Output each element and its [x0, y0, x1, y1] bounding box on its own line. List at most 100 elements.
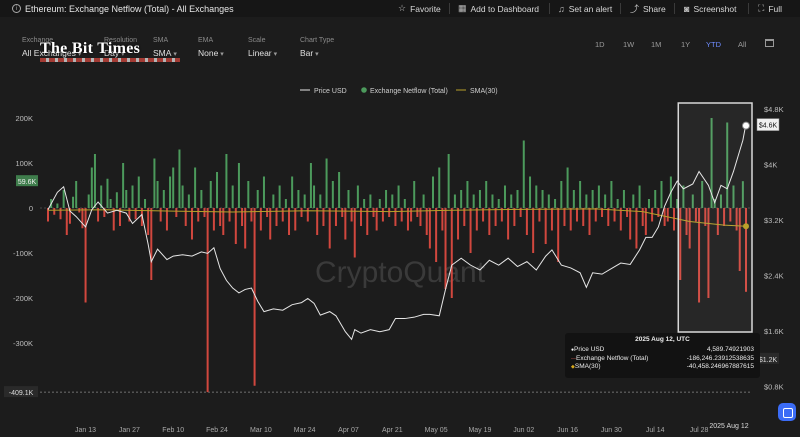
- sma-select[interactable]: SMA SMA: [153, 37, 177, 58]
- x-tick-label: Jun 16: [557, 427, 578, 434]
- favorite-button[interactable]: ☆ Favorite: [398, 0, 441, 17]
- chat-help-button[interactable]: [778, 403, 796, 421]
- netflow-bar: [745, 208, 747, 292]
- calendar-icon[interactable]: [765, 39, 774, 47]
- netflow-bar: [732, 185, 735, 208]
- scale-select[interactable]: Scale Linear: [248, 37, 277, 58]
- netflow-bar: [679, 208, 682, 280]
- netflow-bar: [547, 194, 550, 208]
- netflow-bar: [156, 181, 159, 208]
- netflow-bar: [644, 208, 647, 235]
- netflow-bar: [300, 208, 303, 217]
- range-1y[interactable]: 1Y: [681, 40, 691, 49]
- ema-select[interactable]: EMA None: [198, 37, 224, 58]
- watermark-logo: The Bit Times: [40, 40, 141, 57]
- netflow-bar: [353, 208, 356, 258]
- set-alert-button[interactable]: ♫ Set an alert: [558, 0, 612, 17]
- netflow-bar: [262, 176, 265, 208]
- netflow-bar: [72, 196, 75, 208]
- netflow-bar: [109, 199, 112, 208]
- netflow-bar: [397, 185, 400, 208]
- netflow-bar: [118, 208, 121, 226]
- chart-type-select[interactable]: Chart Type Bar: [300, 37, 334, 58]
- range-1m[interactable]: 1M: [651, 40, 662, 49]
- netflow-bar: [209, 181, 212, 208]
- range-1d[interactable]: 1D: [595, 40, 605, 49]
- range-1w[interactable]: 1W: [623, 40, 635, 49]
- netflow-bar: [594, 208, 597, 222]
- netflow-bar: [153, 158, 156, 208]
- axes: 200K 100K 0 -100K -200K -300K $4.8K $4K $3.2K $2.…: [4, 105, 784, 434]
- netflow-bar: [206, 208, 209, 393]
- fullscreen-icon: ⛶: [758, 3, 765, 13]
- netflow-bar: [516, 190, 519, 208]
- netflow-bar: [190, 208, 193, 240]
- range-all[interactable]: All: [738, 40, 747, 49]
- netflow-bar: [134, 208, 137, 220]
- netflow-bar: [344, 208, 347, 240]
- netflow-bar: [629, 208, 632, 240]
- netflow-bar: [140, 208, 143, 226]
- netflow-bar: [247, 181, 250, 208]
- resolution-select[interactable]: Resolution Day: [104, 37, 137, 58]
- netflow-bar: [582, 208, 585, 226]
- page-title: Ethereum: Exchange Netflow (Total) - All…: [25, 3, 234, 14]
- netflow-bar: [100, 185, 103, 208]
- scale-select-value: Linear: [248, 48, 277, 58]
- netflow-bar: [694, 208, 697, 222]
- netflow-bar: [641, 208, 644, 226]
- netflow-bar: [691, 194, 694, 208]
- bell-icon: ♫: [558, 3, 565, 14]
- netflow-bar: [525, 208, 528, 235]
- toolbar-divider: [748, 3, 749, 14]
- netflow-bar: [165, 208, 168, 231]
- netflow-bar: [241, 208, 244, 226]
- share-icon: ⤴: [630, 4, 640, 14]
- netflow-bar: [122, 163, 125, 208]
- netflow-bar: [607, 208, 610, 226]
- netflow-bar: [575, 208, 578, 222]
- netflow-bar: [350, 208, 353, 222]
- netflow-bar: [550, 208, 553, 231]
- netflow-bar: [356, 185, 359, 208]
- netflow-bar: [626, 208, 629, 217]
- x-tick-label: Jul 14: [646, 427, 665, 434]
- x-tick-label: Jan 27: [119, 427, 140, 434]
- netflow-bar: [660, 181, 663, 208]
- netflow-bar: [519, 208, 522, 217]
- netflow-current-label-bg: [16, 175, 38, 187]
- y-left-tick-label: -200K: [13, 294, 33, 303]
- netflow-bar: [532, 208, 535, 253]
- info-icon[interactable]: i: [12, 4, 21, 13]
- resolution-select-value: Day: [104, 48, 137, 58]
- share-button[interactable]: ⤴ Share: [630, 0, 666, 17]
- netflow-bar: [75, 181, 78, 208]
- netflow-bar: [325, 158, 328, 208]
- netflow-bar: [491, 194, 494, 208]
- legend-netflow-swatch: [361, 87, 367, 93]
- range-ytd[interactable]: YTD: [706, 40, 721, 49]
- netflow-bar: [131, 185, 134, 208]
- add-to-dashboard-button[interactable]: ▦ Add to Dashboard: [458, 0, 539, 17]
- set-alert-label: Set an alert: [568, 3, 613, 14]
- netflow-bar: [431, 176, 434, 208]
- netflow-bar: [385, 190, 388, 208]
- netflow-bar: [56, 203, 59, 208]
- exchange-select[interactable]: Exchange All Exchanges: [22, 37, 81, 58]
- netflow-bar: [597, 185, 600, 208]
- netflow-bar: [726, 122, 729, 208]
- netflow-bar: [112, 208, 115, 231]
- legend: Price USD Exchange Netflow (Total) SMA(30): [300, 87, 498, 95]
- netflow-bar: [281, 208, 284, 222]
- netflow-bar: [657, 208, 660, 217]
- netflow-bar: [403, 199, 406, 208]
- fullscreen-button[interactable]: ⛶ Full: [758, 0, 782, 17]
- y-left-tick-label: -100K: [13, 249, 33, 258]
- netflow-bar: [328, 208, 331, 249]
- netflow-bar: [494, 208, 497, 226]
- netflow-bar: [591, 190, 594, 208]
- netflow-bar: [181, 185, 184, 208]
- screenshot-button[interactable]: ◙ Screenshot: [684, 0, 736, 17]
- netflow-bar: [334, 208, 337, 226]
- x-tick-label: Mar 24: [294, 427, 316, 434]
